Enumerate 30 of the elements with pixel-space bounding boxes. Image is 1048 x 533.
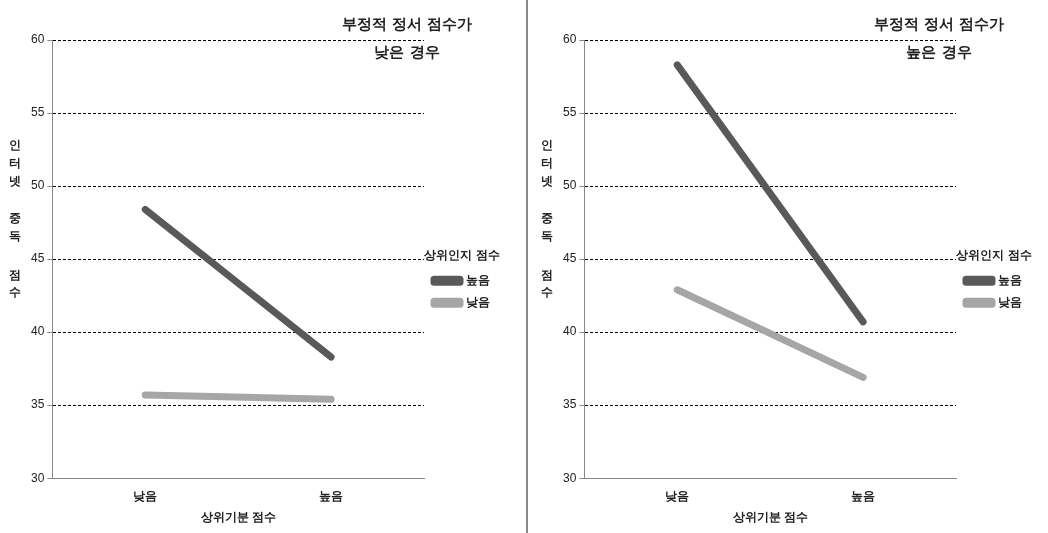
- x-tick-label: 높음: [851, 488, 876, 503]
- y-axis-title: 인터넷 중독 점수: [7, 130, 23, 296]
- y-tick-label: 35: [562, 397, 577, 412]
- y-tick-label: 50: [30, 178, 45, 193]
- y-axis-title: 인터넷 중독 점수: [539, 130, 555, 296]
- y-tick-label: 55: [30, 105, 45, 120]
- y-tick-label: 60: [562, 32, 577, 47]
- legend-label: 높음: [466, 272, 490, 287]
- chart-title: 부정적 정서 점수가 낮은 경우: [340, 14, 474, 63]
- legend-label: 높음: [998, 272, 1022, 287]
- y-tick-label: 30: [30, 470, 45, 485]
- y-tick-label: 45: [562, 251, 577, 266]
- y-tick-label: 45: [30, 251, 45, 266]
- x-axis-title: 상위기분 점수: [731, 510, 808, 525]
- legend-label: 낮음: [466, 294, 490, 309]
- x-axis-title: 상위기분 점수: [199, 510, 276, 525]
- legend-title: 상위인지 점수: [422, 248, 501, 263]
- y-tick-label: 55: [562, 105, 577, 120]
- legend-label: 낮음: [998, 294, 1022, 309]
- x-tick-label: 낮음: [665, 488, 690, 503]
- y-tick-label: 40: [562, 324, 577, 339]
- y-tick-label: 50: [562, 178, 577, 193]
- x-tick-label: 낮음: [133, 488, 158, 503]
- chart-title: 부정적 정서 점수가 높은 경우: [872, 14, 1006, 63]
- legend-title: 상위인지 점수: [954, 248, 1033, 263]
- y-tick-label: 30: [562, 470, 577, 485]
- y-tick-label: 40: [30, 324, 45, 339]
- y-tick-label: 60: [30, 32, 45, 47]
- x-tick-label: 높음: [319, 488, 344, 503]
- y-tick-label: 35: [30, 397, 45, 412]
